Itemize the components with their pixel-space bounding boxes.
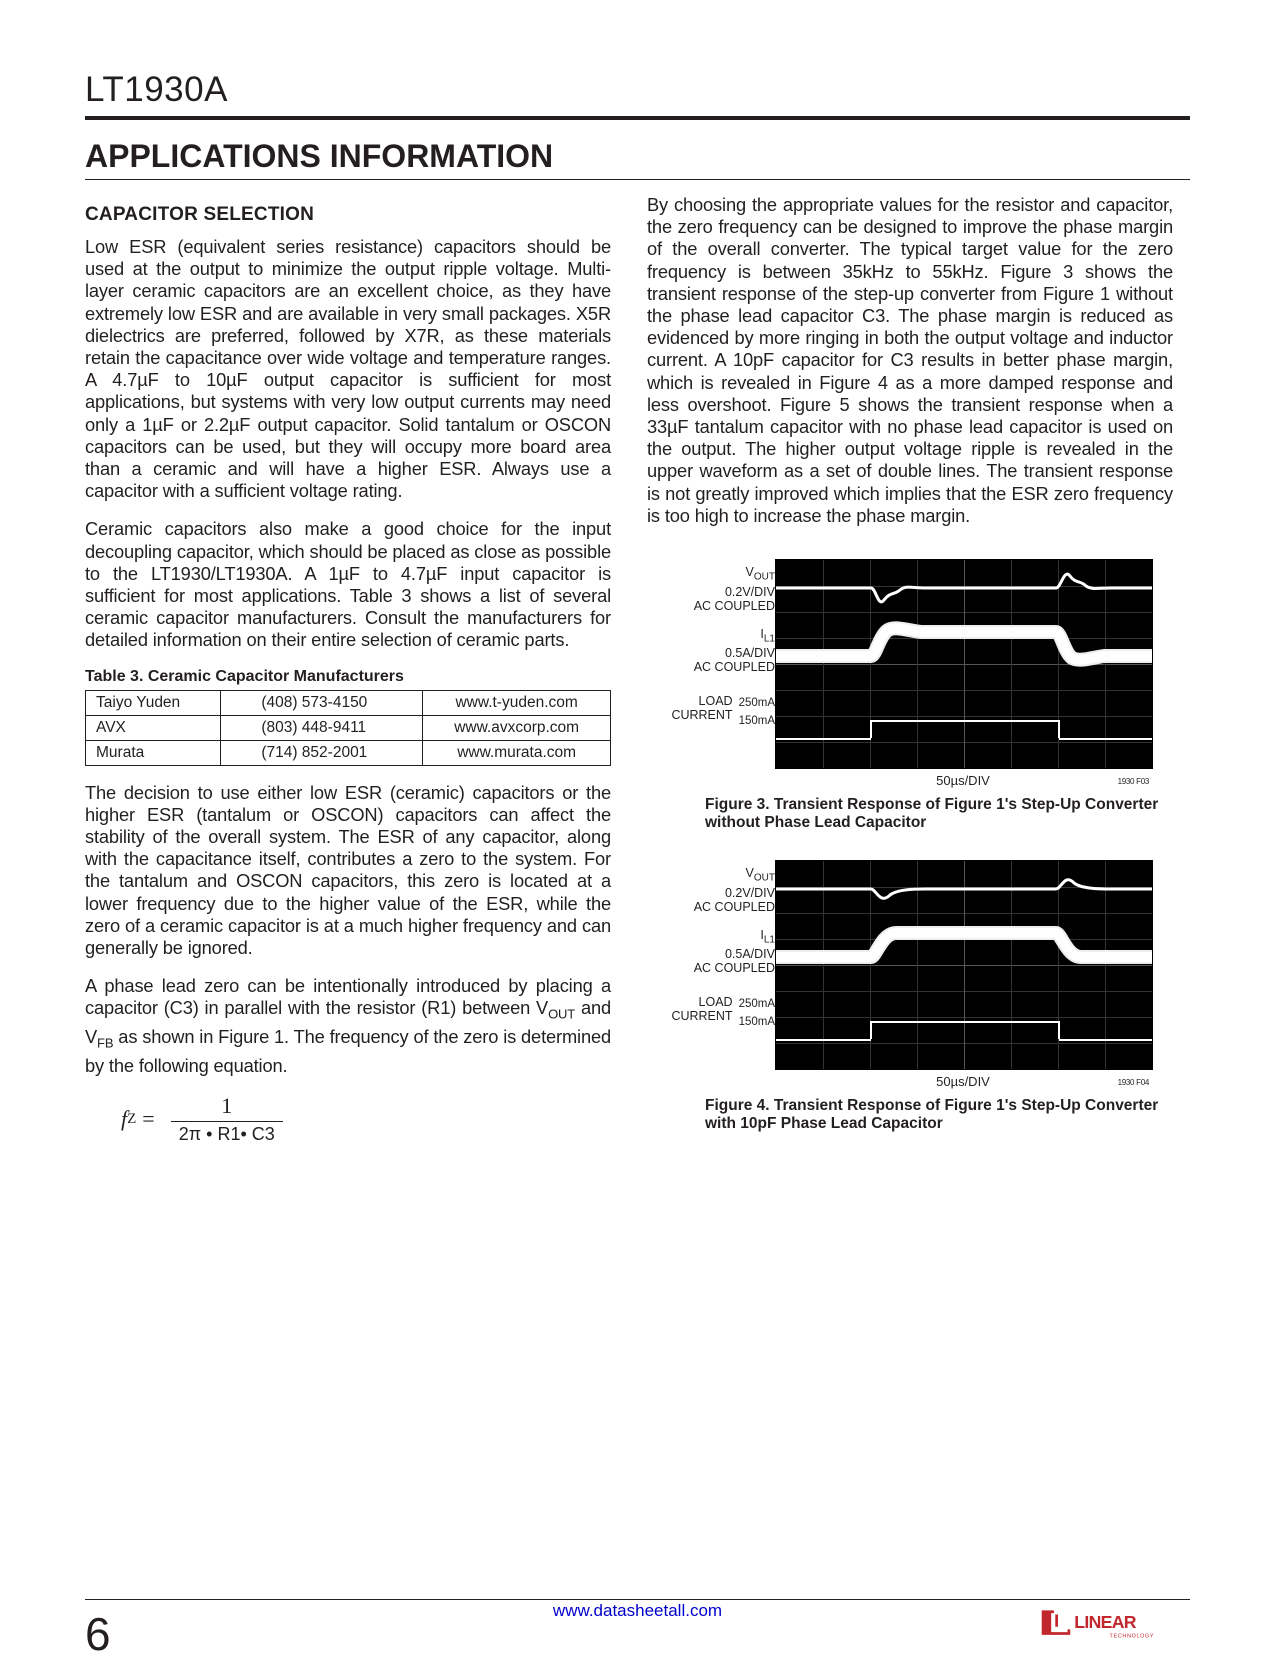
subheading: CAPACITOR SELECTION [85, 204, 611, 226]
il-trace [776, 861, 1152, 1069]
paragraph-1: Low ESR (equivalent series resistance) c… [85, 236, 611, 502]
scope-labels: VOUT 0.2V/DIV AC COUPLED IL1 0.5A/DIV AC… [647, 860, 775, 1031]
footer-link[interactable]: www.datasheetall.com [85, 1601, 1190, 1621]
page-footer: 6 www.datasheetall.com LINEAR TECHNOLOGY [85, 1599, 1190, 1600]
cell: www.avxcorp.com [423, 715, 611, 740]
section-heading: APPLICATIONS INFORMATION [85, 138, 1190, 175]
paragraph-3: The decision to use either low ESR (cera… [85, 782, 611, 960]
cell: www.murata.com [423, 740, 611, 765]
rule-thick [85, 116, 1190, 120]
svg-text:LINEAR: LINEAR [1074, 1612, 1136, 1632]
paragraph-2: Ceramic capacitors also make a good choi… [85, 518, 611, 651]
il-trace [776, 560, 1152, 768]
manufacturer-table: Taiyo Yuden (408) 573-4150 www.t-yuden.c… [85, 690, 611, 766]
oscilloscope-screen [775, 559, 1153, 769]
x-axis-label: 50µs/DIV 1930 F04 [775, 1074, 1151, 1089]
table-row: Murata (714) 852-2001 www.murata.com [86, 740, 611, 765]
paragraph-4: A phase lead zero can be intentionally i… [85, 975, 611, 1077]
cell: www.t-yuden.com [423, 690, 611, 715]
linear-logo: LINEAR TECHNOLOGY [1040, 1605, 1190, 1648]
scope-labels: VOUT 0.2V/DIV AC COUPLED IL1 0.5A/DIV AC… [647, 559, 775, 730]
load-trace [776, 738, 871, 740]
two-column-layout: CAPACITOR SELECTION Low ESR (equivalent … [85, 194, 1190, 1145]
svg-text:TECHNOLOGY: TECHNOLOGY [1110, 1634, 1155, 1640]
cell: Taiyo Yuden [86, 690, 221, 715]
paragraph-5: By choosing the appropriate values for t… [647, 194, 1173, 527]
figure-3-caption: Figure 3. Transient Response of Figure 1… [705, 796, 1173, 832]
figure-3: VOUT 0.2V/DIV AC COUPLED IL1 0.5A/DIV AC… [647, 559, 1173, 832]
rule-thin [85, 179, 1190, 180]
cell: (714) 852-2001 [221, 740, 423, 765]
load-trace [776, 1039, 871, 1041]
cell: Murata [86, 740, 221, 765]
cell: AVX [86, 715, 221, 740]
x-axis-label: 50µs/DIV 1930 F03 [775, 773, 1151, 788]
cell: (803) 448-9411 [221, 715, 423, 740]
datasheet-page: LT1930A APPLICATIONS INFORMATION CAPACIT… [0, 0, 1275, 1650]
figure-4-caption: Figure 4. Transient Response of Figure 1… [705, 1097, 1173, 1133]
left-column: CAPACITOR SELECTION Low ESR (equivalent … [85, 194, 611, 1145]
table-title: Table 3. Ceramic Capacitor Manufacturers [85, 668, 611, 686]
equation: fZ = 1 2π • R1• C3 [121, 1093, 611, 1145]
part-number: LT1930A [85, 70, 1190, 110]
oscilloscope-screen [775, 860, 1153, 1070]
figure-4: VOUT 0.2V/DIV AC COUPLED IL1 0.5A/DIV AC… [647, 860, 1173, 1133]
table-row: AVX (803) 448-9411 www.avxcorp.com [86, 715, 611, 740]
right-column: By choosing the appropriate values for t… [647, 194, 1173, 1145]
cell: (408) 573-4150 [221, 690, 423, 715]
table-row: Taiyo Yuden (408) 573-4150 www.t-yuden.c… [86, 690, 611, 715]
